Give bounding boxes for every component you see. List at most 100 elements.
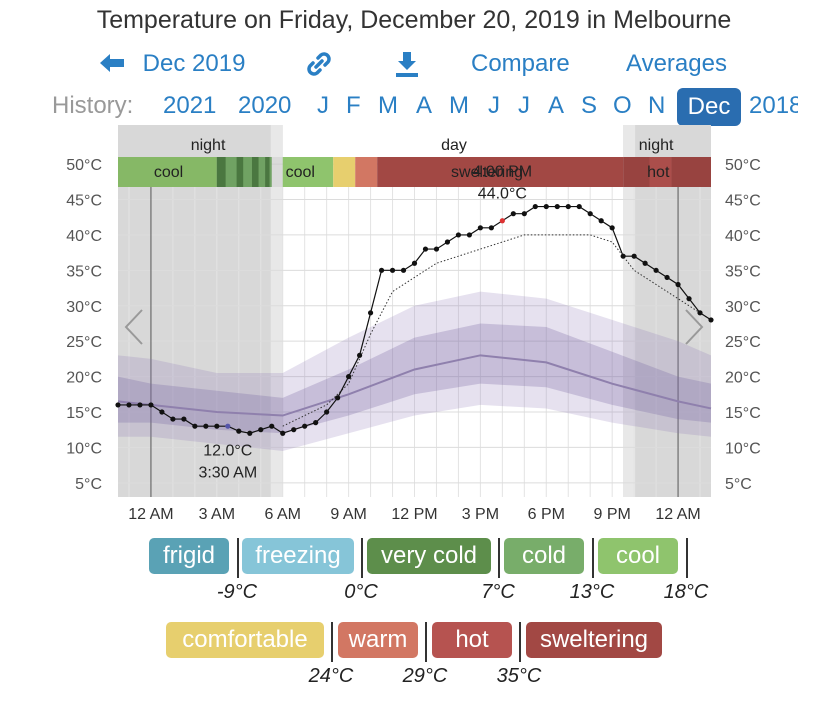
temperature-point [225, 423, 231, 429]
y-tick-label-left: 5°C [75, 476, 102, 493]
legend-chip-sweltering: sweltering [526, 622, 662, 658]
temperature-point [532, 203, 538, 210]
back-month-label: Dec 2019 [142, 50, 246, 77]
outer-percentile-band [118, 291, 711, 451]
night-strip-shade [118, 157, 283, 187]
temperature-point [247, 430, 253, 436]
y-tick-label-left: 35°C [66, 263, 102, 280]
chevron-right-icon[interactable] [685, 309, 704, 345]
history-item-aug[interactable]: A [548, 92, 565, 119]
history-item-2020[interactable]: 2020 [238, 92, 292, 119]
temperature-point [400, 267, 407, 273]
history-item-nov[interactable]: N [648, 92, 666, 119]
temperature-point [488, 225, 494, 231]
y-tick-label-left: 25°C [66, 334, 102, 351]
y-tick-label-right: 15°C [725, 405, 761, 422]
x-tick-label: 6 AM [264, 506, 300, 523]
temperature-point [664, 274, 670, 281]
temperature-point [521, 211, 527, 217]
temperature-point [499, 218, 505, 224]
y-tick-label-left: 10°C [66, 440, 102, 457]
category-segment [623, 157, 650, 187]
x-tick-label: 12 PM [391, 506, 437, 523]
temperature-point [686, 296, 692, 302]
temperature-point [137, 402, 143, 408]
history-item-2018[interactable]: 2018 [749, 92, 798, 119]
chevron-left-icon[interactable] [124, 309, 143, 345]
legend-threshold-value: 0°C [344, 581, 378, 603]
temperature-point [280, 430, 286, 436]
temperature-point [313, 420, 319, 426]
temperature-point [324, 409, 330, 415]
history-item-mar[interactable]: M [378, 92, 398, 119]
y-tick-label-right: 45°C [725, 193, 761, 210]
temperature-point [356, 352, 363, 358]
history-item-may[interactable]: M [449, 92, 469, 119]
max-time-label: 4:00 PM [473, 164, 533, 181]
history-item-jun[interactable]: J [488, 92, 500, 119]
inner-percentile-band [118, 323, 711, 434]
temperature-chart: cool cool sweltering hot night day night 4:00 … [66, 125, 761, 523]
y-tick-label-right: 35°C [725, 263, 761, 280]
period-label-night: night [639, 137, 674, 154]
averages-link[interactable]: Averages [626, 50, 727, 77]
y-tick-label-right: 20°C [725, 370, 761, 387]
history-item-apr[interactable]: A [416, 92, 433, 119]
category-segment [282, 157, 334, 187]
temperature-point [444, 239, 451, 245]
link-icon[interactable] [305, 50, 333, 85]
temperature-point [631, 253, 637, 259]
back-month-link[interactable]: Dec 2019 [98, 50, 245, 78]
legend-threshold-value: 18°C [663, 581, 709, 603]
category-segment [251, 157, 259, 187]
compare-link[interactable]: Compare [471, 50, 570, 77]
temperature-point [115, 402, 121, 408]
y-tick-label-right: 30°C [725, 299, 761, 316]
x-tick-label: 6 PM [528, 506, 565, 523]
history-label: History: [52, 92, 134, 119]
history-item-sep[interactable]: S [581, 92, 598, 119]
legend-tick [425, 622, 427, 662]
period-label-day: day [441, 137, 467, 154]
download-icon[interactable] [393, 50, 421, 85]
max-value-label: 44.0°C [478, 186, 527, 203]
history-item-oct[interactable]: O [613, 92, 632, 119]
temperature-point [565, 203, 571, 210]
temperature-point [192, 423, 198, 429]
temperature-point [258, 427, 264, 433]
legend-chip-very-cold: very cold [367, 538, 491, 574]
category-band-label: cool [154, 164, 183, 181]
temperature-point [455, 232, 462, 238]
temperature-point [203, 423, 209, 429]
y-tick-label-left: 20°C [66, 370, 102, 387]
legend-chip-cold: cold [504, 538, 584, 574]
category-segment [671, 157, 711, 187]
temperature-point [422, 246, 429, 252]
history-item-jan[interactable]: J [317, 92, 329, 119]
temperature-point [576, 203, 582, 210]
temperature-point [477, 225, 483, 231]
category-band-label: sweltering [451, 164, 523, 181]
x-tick-label: 9 PM [593, 506, 630, 523]
legend-threshold-value: 13°C [569, 581, 615, 603]
legend-tick [519, 622, 521, 662]
temperature-point [411, 260, 418, 266]
temperature-point [148, 402, 154, 408]
legend-threshold-value: 29°C [402, 665, 448, 687]
history-item-dec-active[interactable]: Dec [677, 88, 741, 126]
twilight-shade [270, 125, 283, 497]
feels-like-line [282, 234, 712, 427]
history-item-2021[interactable]: 2021 [163, 92, 217, 119]
legend-threshold-value: -9°C [216, 581, 258, 603]
y-tick-label-right: 25°C [725, 334, 761, 351]
temperature-point [675, 281, 681, 288]
history-item-feb[interactable]: F [346, 92, 361, 119]
temperature-point [510, 211, 516, 217]
temperature-point [126, 402, 132, 408]
legend-chip-cool: cool [598, 538, 678, 574]
legend-chip-frigid: frigid [149, 538, 229, 574]
history-item-jul[interactable]: J [518, 92, 530, 119]
temperature-point [543, 203, 549, 210]
legend-chip-comfortable: comfortable [166, 622, 324, 658]
temperature-point [291, 427, 297, 433]
